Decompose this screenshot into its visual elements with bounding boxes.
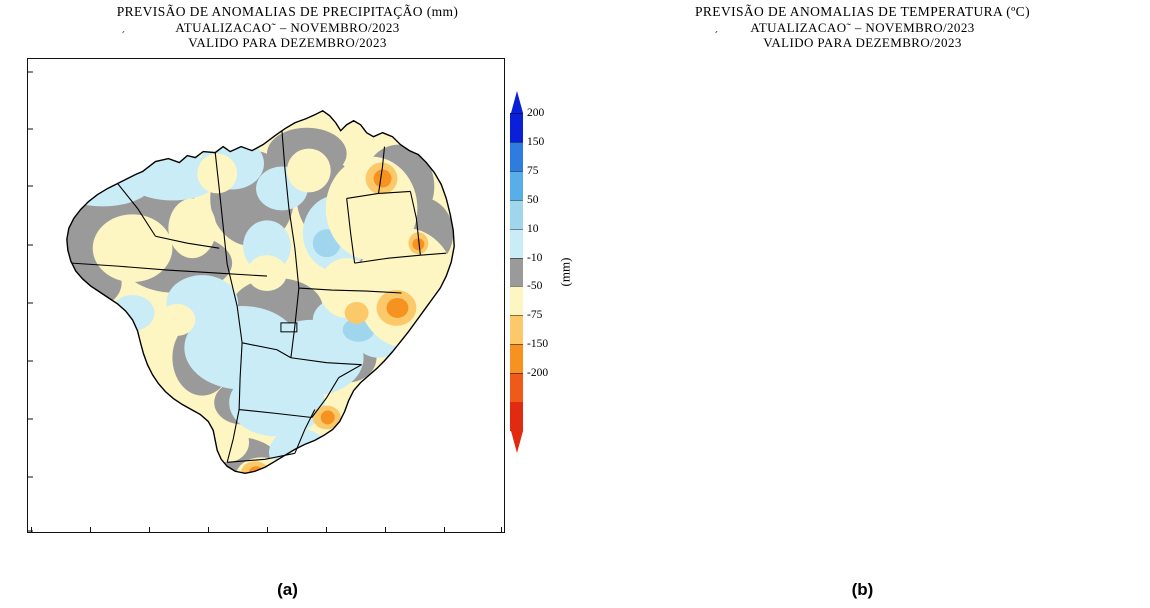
precip-colorbar-segment-3: 50 bbox=[510, 194, 539, 229]
precipitation-title-block: PREVISÃO DE ANOMALIAS DE PRECIPITAÇÃO (m… bbox=[0, 4, 575, 51]
precip-anomaly-field bbox=[66, 110, 455, 474]
temperature-title-block: PREVISÃO DE ANOMALIAS DE TEMPERATURA (ºC… bbox=[575, 4, 1150, 51]
precip-colorbar-tick-9 bbox=[510, 373, 523, 374]
precip-colorbar-tick-6 bbox=[510, 286, 523, 288]
precip-colorbar-label-4: 10 bbox=[527, 222, 539, 235]
precip-colorbar-segment-4: 10 bbox=[510, 223, 539, 258]
distrito-federal-outline bbox=[280, 322, 298, 333]
precip-colorbar-tick-4 bbox=[510, 228, 523, 230]
precip-colorbar-unit-label: (mm) bbox=[557, 257, 573, 287]
precip-colorbar-label-6: -50 bbox=[527, 280, 543, 293]
precipitation-title-line2: ATUALIZACAO˜ – NOVEMBRO/2023 bbox=[175, 19, 400, 35]
precip-colorbar-tick-2 bbox=[510, 170, 523, 172]
precip-colorbar-segment-9: -200 bbox=[510, 367, 548, 403]
panel-temperature: PREVISÃO DE ANOMALIAS DE TEMPERATURA (ºC… bbox=[575, 0, 1150, 608]
precip-colorbar-tick-5 bbox=[510, 257, 523, 259]
precip-colorbar-tick-0 bbox=[510, 113, 523, 114]
precip-colorbar-label-2: 75 bbox=[527, 164, 539, 177]
precip-colorbar-label-3: 50 bbox=[527, 193, 539, 206]
precip-colorbar-extend-bottom-arrow bbox=[510, 431, 523, 453]
precip-colorbar-label-9: -200 bbox=[527, 367, 549, 380]
precip-colorbar-tick-8 bbox=[510, 344, 523, 346]
precip-colorbar-tick-7 bbox=[510, 315, 523, 317]
precip-colorbar-tick-3 bbox=[510, 199, 523, 201]
precip-colorbar-segment-2: 75 bbox=[510, 165, 539, 200]
precip-colorbar-label-8: -150 bbox=[527, 338, 549, 351]
precipitation-title-line1: PREVISÃO DE ANOMALIAS DE PRECIPITAÇÃO (m… bbox=[116, 4, 459, 19]
temperature-title-line3: VALIDO PARA DEZEMBRO/2023 bbox=[763, 35, 962, 51]
precip-colorbar-segment-6: -50 bbox=[510, 280, 542, 316]
precip-colorbar-label-5: -10 bbox=[527, 251, 543, 264]
precip-colorbar-segment-1: 150 bbox=[510, 136, 544, 171]
precip-colorbar-label-7: -75 bbox=[527, 309, 543, 322]
precip-colorbar-segment-10 bbox=[510, 402, 523, 431]
precip-colorbar-segment-5: -10 bbox=[510, 252, 542, 287]
precip-colorbar-extend-top-arrow bbox=[510, 91, 523, 113]
precipitation-colorbar: 200 150 75 50 10 -10 -50 -75 -150 -200 (mm) bbox=[510, 91, 572, 453]
precip-colorbar-label-0: 200 bbox=[527, 107, 545, 119]
precip-colorbar-segment-7: -75 bbox=[510, 309, 542, 345]
panel-a-caption: (a) bbox=[277, 580, 298, 599]
precip-colorbar-segment-0: 200 bbox=[510, 107, 544, 142]
precipitation-map-svg bbox=[66, 109, 455, 474]
panel-b-caption: (b) bbox=[851, 580, 874, 599]
precip-colorbar-tick-1 bbox=[510, 141, 523, 143]
precip-colorbar-label-1: 150 bbox=[527, 135, 545, 148]
panel-precipitation: PREVISÃO DE ANOMALIAS DE PRECIPITAÇÃO (m… bbox=[0, 4, 575, 599]
temperature-title-line1: PREVISÃO DE ANOMALIAS DE TEMPERATURA (ºC… bbox=[695, 4, 1030, 19]
precip-colorbar-segment-8: -150 bbox=[510, 338, 548, 374]
brazil-state-borders bbox=[66, 109, 455, 474]
precipitation-title-line3: VALIDO PARA DEZEMBRO/2023 bbox=[188, 35, 387, 51]
temperature-title-line2: ATUALIZACAO˜ – NOVEMBRO/2023 bbox=[750, 19, 975, 35]
precipitation-map-frame: 5N EQ 5S 10S 15S 20S 25S 30S 35S 75W 70W… bbox=[27, 58, 505, 533]
